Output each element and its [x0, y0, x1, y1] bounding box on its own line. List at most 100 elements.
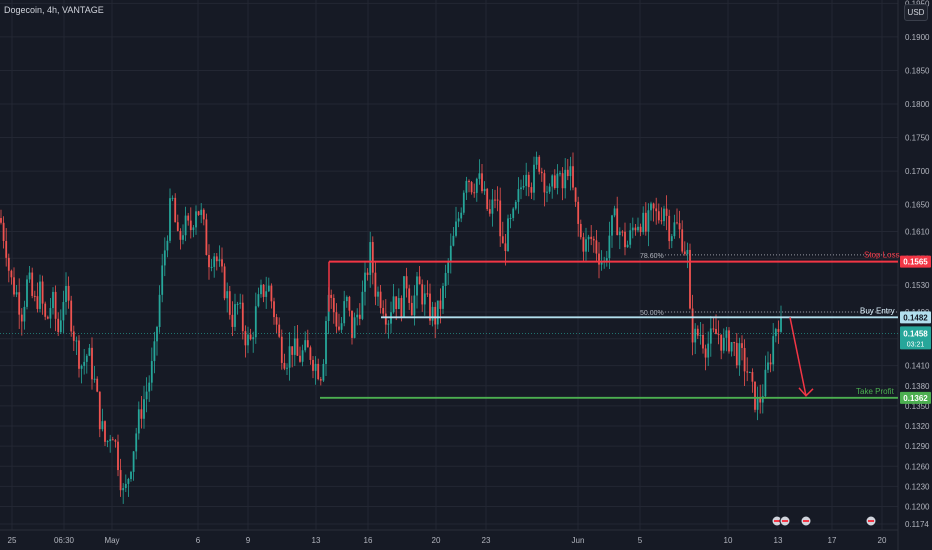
candle-down [572, 166, 574, 188]
y-tick-label: 0.1260 [905, 462, 930, 471]
candle-down [67, 285, 70, 301]
candle-down [382, 307, 385, 314]
candle-up [699, 334, 702, 336]
candle-down [577, 201, 580, 224]
candle-down [44, 303, 47, 317]
candle-up [257, 294, 260, 307]
current-price-text: 0.1458 [903, 329, 928, 338]
candle-up [774, 329, 777, 337]
candle-up [122, 488, 125, 491]
candle-up [182, 235, 184, 240]
stop-loss-badge-text: 0.1565 [903, 258, 928, 267]
candle-up [236, 303, 239, 305]
candle-down [231, 314, 234, 327]
candle-down [702, 334, 704, 349]
candle-down [351, 310, 353, 338]
y-tick-label: 0.1320 [905, 422, 930, 431]
candle-down [746, 371, 749, 373]
candle-up [62, 302, 65, 321]
candle-down [426, 293, 429, 295]
candle-down [208, 254, 210, 268]
candle-down [312, 359, 314, 371]
candle-down [418, 276, 421, 285]
candle-up [286, 367, 288, 369]
candle-down [335, 312, 338, 327]
y-tick-label: 0.1610 [905, 227, 930, 236]
candle-up [512, 208, 515, 218]
candle-up [304, 340, 307, 351]
candle-down [176, 222, 179, 231]
candle-down [366, 272, 369, 275]
candle-up [462, 192, 465, 213]
candle-down [280, 336, 283, 363]
candle-down [309, 347, 312, 360]
candle-down [371, 242, 374, 273]
candle-up [756, 397, 759, 410]
candle-down [174, 197, 177, 223]
candle-up [618, 231, 621, 236]
candle-down [665, 208, 668, 216]
candle-down [140, 409, 143, 419]
candle-down [429, 293, 431, 321]
candle-down [481, 173, 483, 192]
candle-up [387, 323, 390, 325]
candle-down [504, 243, 507, 252]
x-tick-label: 20 [878, 536, 887, 545]
candle-down [72, 331, 75, 341]
candle-up [254, 306, 257, 338]
candle-up [106, 441, 109, 443]
candle-down [70, 300, 73, 332]
candle-up [169, 198, 171, 241]
candle-down [374, 272, 377, 297]
y-tick-label: 0.1530 [905, 281, 930, 290]
candle-up [293, 338, 296, 355]
y-tick-label: 0.1290 [905, 442, 930, 451]
lightning-icon-stripe [774, 520, 780, 522]
candle-up [369, 242, 372, 275]
candle-down [197, 211, 200, 215]
candle-up [343, 301, 346, 324]
candle-up [171, 197, 174, 199]
candle-down [275, 317, 278, 325]
fib-label: 78.60% [640, 253, 664, 260]
candle-down [348, 296, 351, 311]
candle-down [18, 292, 21, 315]
candle-up [780, 317, 782, 332]
candle-up [647, 210, 650, 232]
candle-down [410, 302, 413, 316]
candle-down [117, 441, 119, 471]
candle-up [109, 439, 112, 442]
candle-up [738, 343, 741, 366]
candle-up [247, 334, 249, 346]
buy-entry-badge [900, 311, 931, 324]
candle-up [507, 218, 509, 252]
candle-down [681, 229, 684, 252]
candle-down [7, 257, 10, 271]
candle-down [720, 334, 723, 351]
candle-up [200, 209, 203, 215]
candle-up [143, 399, 145, 419]
candle-up [377, 291, 379, 297]
forecast-arrowhead [798, 387, 814, 397]
candle-down [273, 301, 275, 318]
candle-down [733, 342, 736, 344]
candle-up [135, 433, 138, 452]
candle-down [538, 156, 541, 172]
candle-down [769, 362, 772, 365]
candle-up [694, 328, 697, 343]
candle-down [223, 266, 226, 299]
candle-up [83, 361, 86, 366]
y-tick-label: 0.1750 [905, 134, 930, 143]
candle-up [423, 293, 426, 305]
candle-down [119, 470, 122, 491]
candle-up [75, 340, 78, 342]
take-profit-badge-text: 0.1362 [903, 394, 928, 403]
candle-up [356, 314, 359, 318]
currency-button[interactable]: USD [904, 4, 928, 21]
candle-down [5, 241, 8, 258]
candle-up [725, 330, 728, 338]
candle-down [434, 306, 437, 325]
candle-down [306, 340, 309, 348]
